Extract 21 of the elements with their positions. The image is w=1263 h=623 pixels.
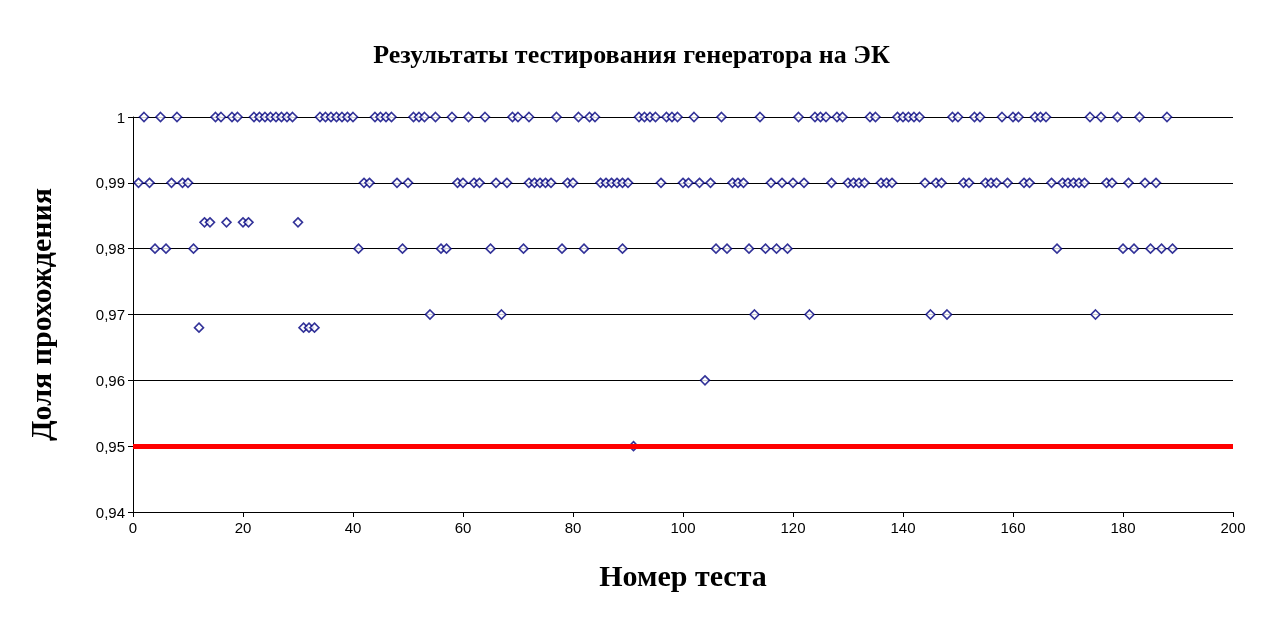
x-tick-label: 200: [1220, 519, 1246, 536]
x-tick-label: 100: [670, 519, 696, 536]
x-tick-label: 40: [344, 519, 362, 536]
y-axis-title: Доля прохождения: [23, 187, 57, 442]
x-tick-label: 160: [1000, 519, 1026, 536]
y-tick-label: 0,97: [95, 306, 125, 323]
x-tick-label: 0: [128, 519, 138, 536]
x-tick-label: 60: [454, 519, 472, 536]
x-tick-label: 80: [564, 519, 582, 536]
y-tick-label: 0,95: [95, 437, 125, 455]
x-tick-label: 20: [234, 519, 252, 536]
x-tick-label: 120: [780, 519, 806, 536]
chart-title: Результаты тестирования генератора на ЭК: [373, 39, 890, 69]
y-tick-label: 0,98: [95, 240, 125, 258]
x-tick-label: 180: [1110, 519, 1136, 536]
x-tick-label: 140: [890, 519, 916, 536]
y-tick-label: 0,96: [95, 371, 125, 389]
y-tick-label: 0,99: [95, 174, 125, 192]
x-axis-title: Номер теста: [599, 558, 767, 592]
y-tick-label: 1: [116, 108, 125, 126]
y-tick-label: 0,94: [95, 503, 125, 521]
